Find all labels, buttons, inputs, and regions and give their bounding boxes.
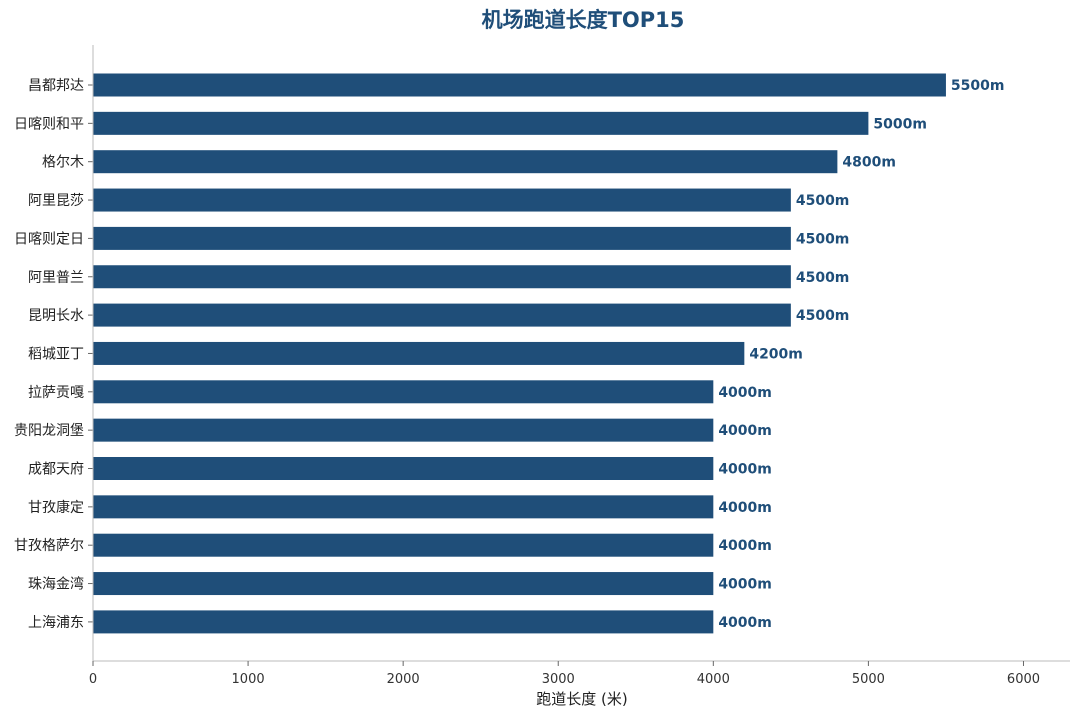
- category-label-6: 昆明长水: [28, 308, 84, 324]
- x-tick-label-1: 1000: [232, 672, 265, 687]
- value-label-0: 5500m: [951, 78, 1005, 94]
- category-label-3: 阿里昆莎: [28, 193, 84, 209]
- category-label-14: 上海浦东: [28, 615, 84, 631]
- bar-8: [93, 380, 714, 404]
- category-label-7: 稻城亚丁: [28, 346, 84, 362]
- category-label-12: 甘孜格萨尔: [14, 538, 84, 554]
- x-tick-label-2: 2000: [387, 672, 420, 687]
- value-label-13: 4000m: [718, 577, 772, 593]
- value-label-3: 4500m: [796, 193, 850, 209]
- value-label-10: 4000m: [718, 462, 772, 478]
- category-label-8: 拉萨贡嘎: [28, 385, 84, 401]
- bar-10: [93, 457, 714, 480]
- bar-4: [93, 226, 791, 250]
- value-label-5: 4500m: [796, 270, 850, 286]
- x-axis-title: 跑道长度 (米): [536, 690, 627, 708]
- bar-6: [93, 303, 791, 327]
- value-label-9: 4000m: [718, 423, 772, 439]
- x-tick-label-0: 0: [89, 672, 97, 687]
- bar-7: [93, 341, 745, 365]
- bar-9: [93, 418, 714, 442]
- category-label-11: 甘孜康定: [28, 499, 84, 516]
- x-tick-label-6: 6000: [1007, 672, 1040, 687]
- value-label-1: 5000m: [873, 116, 927, 132]
- value-label-12: 4000m: [718, 538, 772, 554]
- category-label-0: 昌都邦达: [28, 78, 84, 94]
- bar-11: [93, 495, 714, 519]
- bar-1: [93, 111, 869, 135]
- bar-0: [93, 73, 946, 97]
- value-label-8: 4000m: [718, 385, 772, 401]
- category-label-5: 阿里普兰: [28, 270, 84, 286]
- category-label-13: 珠海金湾: [28, 576, 84, 593]
- value-label-2: 4800m: [842, 155, 896, 171]
- x-tick-label-4: 4000: [697, 672, 730, 687]
- category-label-9: 贵阳龙洞堡: [14, 423, 84, 439]
- axes-layer: 昌都邦达日喀则和平格尔木阿里昆莎日喀则定日阿里普兰昆明长水稻城亚丁拉萨贡嘎贵阳龙…: [14, 45, 1070, 687]
- bars-layer: 5500m 5000m 4800m 4500m 4500m 4500m 4500m 4200m…: [93, 73, 1005, 634]
- category-label-2: 格尔木: [42, 155, 84, 171]
- chart-title: 机场跑道长度TOP15: [482, 8, 685, 32]
- bar-12: [93, 533, 714, 557]
- x-tick-label-5: 5000: [852, 672, 885, 687]
- value-label-4: 4500m: [796, 231, 850, 247]
- value-label-6: 4500m: [796, 308, 850, 324]
- category-label-4: 日喀则定日: [14, 231, 84, 247]
- bar-3: [93, 188, 791, 212]
- bar-2: [93, 150, 838, 174]
- bar-13: [93, 572, 714, 596]
- category-label-10: 成都天府: [28, 462, 84, 478]
- bar-5: [93, 265, 791, 289]
- value-label-7: 4200m: [749, 346, 803, 362]
- category-label-1: 日喀则和平: [14, 116, 84, 132]
- x-tick-label-3: 3000: [542, 672, 575, 687]
- value-label-14: 4000m: [718, 615, 772, 631]
- bar-14: [93, 610, 714, 634]
- value-label-11: 4000m: [718, 500, 772, 516]
